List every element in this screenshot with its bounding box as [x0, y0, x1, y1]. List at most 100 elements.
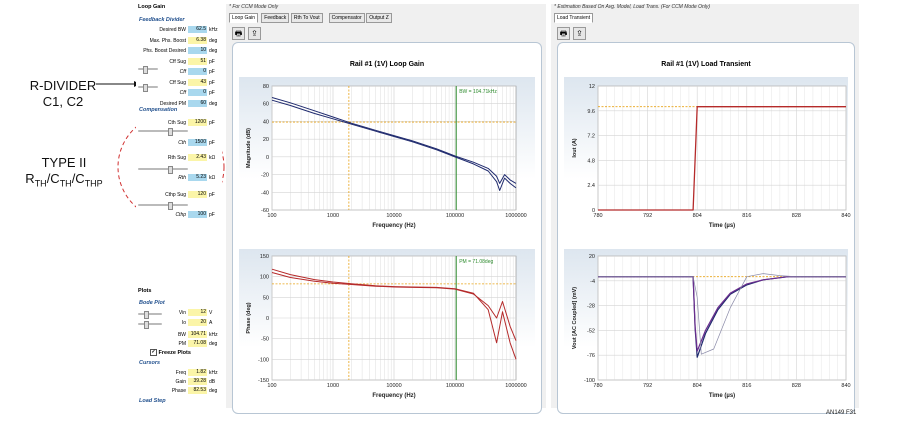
param-label: Cff — [179, 90, 186, 96]
y-tick-label: 20 — [589, 254, 595, 260]
param-slider[interactable] — [138, 128, 190, 136]
y-tick-label: 7.2 — [587, 134, 595, 140]
tab-feedback[interactable]: Feedback — [261, 13, 290, 23]
estimation-note: * Estimation Based On Avg. Model, Load T… — [554, 4, 711, 10]
y-tick-label: 12 — [589, 84, 595, 90]
slider-knob[interactable] — [143, 66, 148, 74]
y-axis-label: Magnitude (dB) — [246, 128, 252, 168]
param-row: Gain 39.28 dB — [136, 378, 222, 386]
type2-annotation: TYPE II RTH/CTH/CTHP — [16, 155, 112, 192]
marker-label: PM = 71.08deg — [459, 259, 493, 265]
x-tick-label: 840 — [841, 213, 850, 219]
param-label: Desired BW — [159, 27, 186, 33]
param-value-field[interactable]: 62.5 — [188, 26, 207, 33]
slider-knob[interactable] — [143, 84, 148, 92]
param-row: Desired PM 60 deg — [136, 99, 222, 108]
tab-rth-to-vout[interactable]: Rth To Vout — [290, 13, 323, 23]
series-line — [598, 106, 846, 211]
annotation-text: R — [25, 171, 35, 186]
tab-load-transient[interactable]: Load Transient — [554, 13, 594, 23]
y-tick-label: -20 — [261, 173, 269, 179]
subscript-text: TH — [34, 178, 47, 189]
series-line — [271, 272, 517, 341]
param-unit: pF — [209, 69, 215, 75]
x-axis-label: Time (µs) — [709, 223, 735, 229]
param-value-field[interactable]: 0 — [188, 89, 207, 96]
y-tick-label: -76 — [587, 353, 595, 359]
loop-gain-card-title: Rail #1 (1V) Loop Gain — [349, 61, 425, 68]
param-value-field: 43 — [188, 78, 207, 86]
param-slider[interactable] — [138, 311, 164, 319]
y-tick-label: -40 — [261, 190, 269, 196]
param-label: Cth — [178, 140, 186, 146]
param-unit: pF — [209, 79, 215, 86]
param-label: Cthp Sug — [165, 192, 186, 198]
param-label: Cff Sug — [169, 79, 186, 86]
x-tick-label: 100 — [267, 213, 276, 219]
y-tick-label: 20 — [263, 137, 269, 143]
param-slider[interactable] — [138, 166, 190, 174]
x-tick-label: 1000000 — [505, 383, 526, 389]
param-value-field: 104.71 — [188, 331, 207, 338]
param-unit: deg — [209, 341, 218, 347]
x-tick-label: 792 — [643, 383, 652, 389]
param-value-field: 20 — [188, 319, 207, 326]
param-value-field: 6.38 — [188, 36, 207, 44]
type2-line1: TYPE II — [41, 155, 87, 170]
x-tick-label: 10000 — [386, 383, 401, 389]
param-slider[interactable] — [138, 84, 160, 92]
param-row: Cthp 100 pF — [136, 211, 222, 219]
param-unit: deg — [209, 388, 218, 394]
param-unit: kΩ — [209, 175, 216, 181]
y-tick-label: 4.8 — [587, 158, 595, 164]
param-value-field[interactable]: 0 — [188, 68, 207, 75]
param-slider[interactable] — [138, 66, 160, 74]
series-line — [271, 99, 517, 191]
param-value-field: 12 — [188, 309, 207, 316]
annotation-text: /C — [71, 171, 85, 186]
param-unit: dB — [209, 379, 216, 385]
slider-knob[interactable] — [144, 311, 149, 319]
param-row: Phs. Boost Desired 10 deg — [136, 47, 222, 55]
param-value-field: 1.82 — [188, 369, 207, 376]
tab-compensator[interactable]: Compensator — [328, 13, 365, 23]
param-slider[interactable] — [138, 202, 190, 210]
param-value-field[interactable]: 100 — [188, 211, 207, 218]
freeze-plots-checkbox[interactable]: ✓ Freeze Plots — [150, 349, 220, 357]
param-value-field[interactable]: 60 — [188, 99, 207, 107]
series-line — [271, 97, 517, 184]
slider-knob[interactable] — [168, 166, 173, 174]
export-icon[interactable]: ⇪ — [248, 27, 261, 40]
x-tick-label: 780 — [593, 213, 602, 219]
bode-plot-title: Bode Plot — [139, 300, 165, 306]
y-tick-label: -150 — [258, 378, 269, 384]
param-slider[interactable] — [138, 321, 164, 329]
cursors-title: Cursors — [139, 360, 161, 366]
plots-title: Plots — [138, 288, 152, 294]
slider-knob[interactable] — [144, 321, 149, 329]
param-row: Cff Sug 43 pF — [136, 78, 222, 87]
param-unit: pF — [209, 140, 215, 146]
print-icon[interactable]: 🖶 — [232, 27, 245, 40]
param-label: Desired PM — [159, 100, 186, 107]
freeze-plots-label: Freeze Plots — [158, 349, 191, 356]
export-icon[interactable]: ⇪ — [573, 27, 586, 40]
annotation-text: /C — [46, 171, 60, 186]
y-tick-label: 2.4 — [587, 183, 595, 189]
param-unit: deg — [209, 100, 218, 107]
param-label: BW — [177, 332, 186, 338]
rdivider-line1: R-DIVIDER — [29, 78, 97, 93]
tab-output-z[interactable]: Output Z — [366, 13, 392, 23]
param-value-field[interactable]: 5.23 — [188, 174, 207, 181]
feedback-divider-title: Feedback Divider — [139, 17, 185, 23]
param-value-field[interactable]: 1500 — [188, 139, 207, 146]
slider-knob[interactable] — [168, 202, 173, 210]
param-label: Vin — [178, 310, 186, 316]
print-icon[interactable]: 🖶 — [557, 27, 570, 40]
param-value-field: 1200 — [188, 119, 207, 126]
tab-loop-gain[interactable]: Loop Gain — [229, 13, 259, 23]
slider-knob[interactable] — [168, 128, 173, 136]
param-row: Phase 82.53 deg — [136, 387, 222, 395]
param-value-field[interactable]: 10 — [188, 47, 207, 54]
